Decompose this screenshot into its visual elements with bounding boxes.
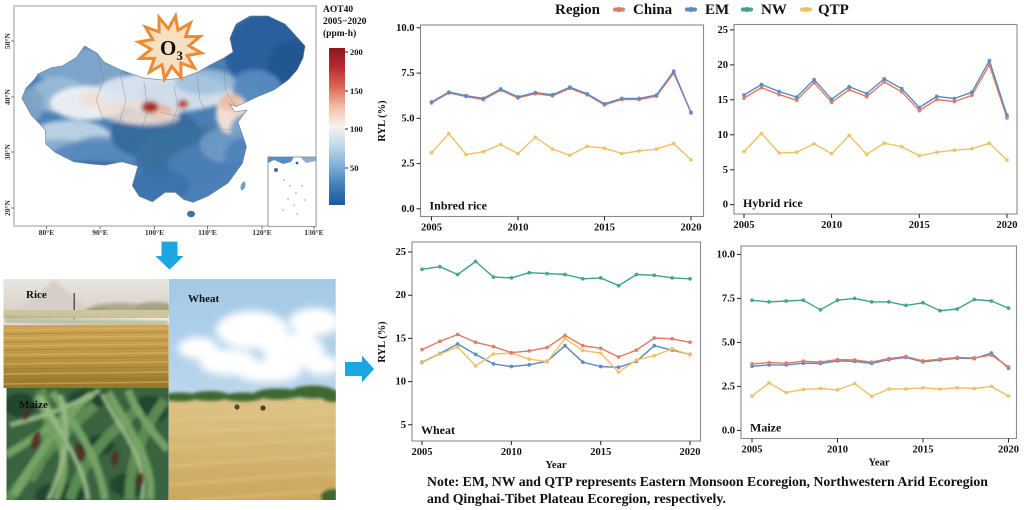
- svg-text:0.0: 0.0: [722, 425, 735, 436]
- svg-text:20: 20: [718, 60, 729, 71]
- svg-text:EM: EM: [705, 2, 729, 18]
- svg-text:2020: 2020: [681, 223, 702, 234]
- svg-text:RYL (%): RYL (%): [377, 321, 388, 363]
- svg-text:80°E: 80°E: [39, 228, 55, 237]
- svg-text:Maize: Maize: [19, 399, 48, 411]
- svg-text:50°N: 50°N: [3, 32, 12, 48]
- svg-text:2015: 2015: [594, 223, 615, 234]
- svg-text:120°E: 120°E: [252, 228, 271, 237]
- svg-text:25: 25: [396, 247, 407, 258]
- svg-text:2010: 2010: [827, 445, 848, 456]
- svg-text:2015: 2015: [913, 445, 934, 456]
- svg-text:20: 20: [396, 290, 407, 301]
- svg-text:7.5: 7.5: [401, 68, 414, 79]
- svg-text:0.0: 0.0: [401, 204, 414, 215]
- svg-text:10: 10: [396, 377, 407, 388]
- svg-text:Inbred rice: Inbred rice: [430, 199, 488, 213]
- svg-text:Rice: Rice: [26, 289, 47, 301]
- svg-text:2.5: 2.5: [401, 159, 414, 170]
- svg-text:10: 10: [718, 130, 729, 141]
- svg-text:2.5: 2.5: [722, 381, 735, 392]
- svg-text:Region: Region: [555, 2, 601, 18]
- svg-text:130°E: 130°E: [304, 228, 323, 237]
- svg-text:Year: Year: [869, 458, 890, 469]
- svg-text:China: China: [633, 2, 673, 18]
- svg-text:2005: 2005: [734, 220, 755, 231]
- svg-text:50: 50: [350, 163, 359, 173]
- svg-text:NW: NW: [761, 2, 787, 18]
- svg-text:2020: 2020: [997, 220, 1018, 231]
- svg-text:2020: 2020: [998, 445, 1019, 456]
- svg-text:2005−2020: 2005−2020: [323, 17, 367, 27]
- svg-text:20°N: 20°N: [3, 199, 12, 215]
- svg-text:(ppm-h): (ppm-h): [323, 28, 356, 39]
- svg-text:100: 100: [350, 124, 363, 134]
- svg-text:2010: 2010: [508, 223, 529, 234]
- svg-text:AOT40: AOT40: [323, 5, 353, 15]
- svg-text:30°N: 30°N: [3, 143, 12, 159]
- svg-text:2015: 2015: [909, 220, 930, 231]
- svg-text:5: 5: [401, 420, 406, 431]
- svg-text:2015: 2015: [590, 447, 611, 458]
- svg-text:2005: 2005: [421, 223, 442, 234]
- svg-text:Wheat: Wheat: [421, 423, 455, 437]
- svg-text:200: 200: [350, 47, 363, 57]
- svg-text:5.0: 5.0: [401, 113, 414, 124]
- svg-text:10.0: 10.0: [396, 23, 414, 34]
- svg-text:25: 25: [718, 25, 729, 36]
- svg-text:7.5: 7.5: [722, 293, 735, 304]
- svg-text:RYL (%): RYL (%): [377, 100, 388, 142]
- svg-text:15: 15: [718, 95, 729, 106]
- svg-text:150: 150: [350, 86, 363, 96]
- svg-text:15: 15: [396, 333, 407, 344]
- svg-text:5.0: 5.0: [722, 337, 735, 348]
- svg-text:Maize: Maize: [750, 421, 782, 435]
- svg-text:2010: 2010: [501, 447, 522, 458]
- svg-text:QTP: QTP: [818, 2, 849, 18]
- svg-text:10.0: 10.0: [717, 249, 735, 260]
- svg-text:Year: Year: [546, 460, 567, 471]
- svg-text:2005: 2005: [412, 447, 433, 458]
- svg-text:40°N: 40°N: [3, 88, 12, 104]
- svg-text:2010: 2010: [821, 220, 842, 231]
- svg-text:Wheat: Wheat: [188, 293, 220, 305]
- svg-text:100°E: 100°E: [145, 228, 164, 237]
- svg-text:0: 0: [723, 200, 728, 211]
- svg-text:110°E: 110°E: [198, 228, 217, 237]
- svg-text:2005: 2005: [742, 445, 763, 456]
- svg-text:90°E: 90°E: [92, 228, 108, 237]
- svg-text:2020: 2020: [680, 447, 701, 458]
- svg-text:Hybrid rice: Hybrid rice: [743, 196, 803, 210]
- svg-text:5: 5: [723, 165, 728, 176]
